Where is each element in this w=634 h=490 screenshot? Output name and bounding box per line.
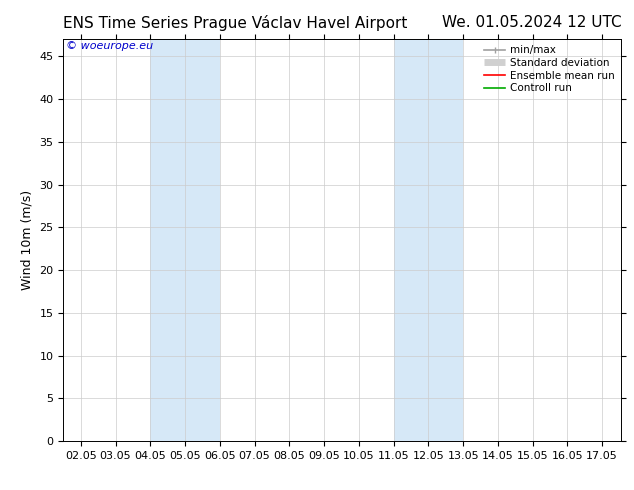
Text: ENS Time Series Prague Václav Havel Airport: ENS Time Series Prague Václav Havel Airp… (63, 15, 408, 31)
Bar (150, 39, 220, 441)
Bar (394, 39, 463, 441)
Text: We. 01.05.2024 12 UTC: We. 01.05.2024 12 UTC (442, 15, 621, 30)
Legend: min/max, Standard deviation, Ensemble mean run, Controll run: min/max, Standard deviation, Ensemble me… (481, 42, 618, 97)
Y-axis label: Wind 10m (m/s): Wind 10m (m/s) (21, 190, 34, 290)
Text: © woeurope.eu: © woeurope.eu (66, 41, 153, 51)
